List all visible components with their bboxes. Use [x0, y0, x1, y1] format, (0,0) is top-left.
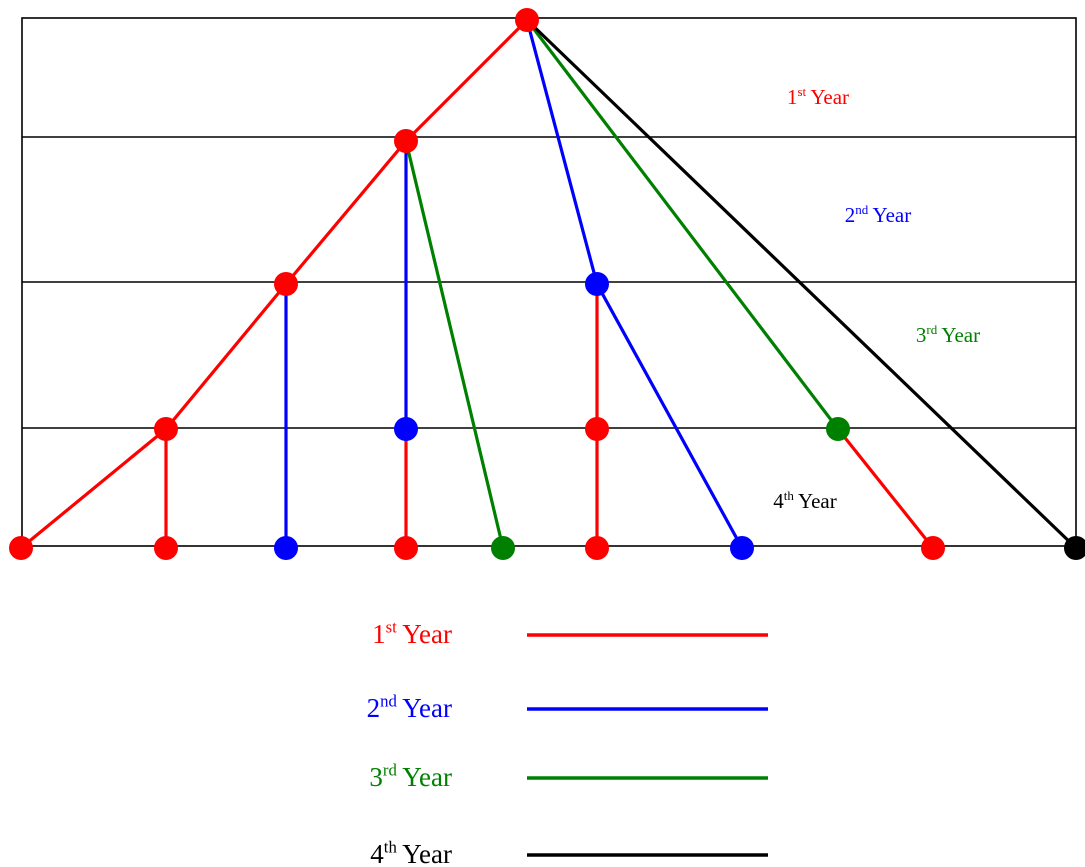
node-l7: [730, 536, 754, 560]
node-l9: [1064, 536, 1085, 560]
legend-label-1: 1st Year: [372, 618, 452, 649]
edge-b-d: [164, 282, 288, 431]
legend-label-4-suffix: th: [384, 838, 398, 857]
legend-label-1-number: 1: [372, 619, 386, 649]
row-label-3-word: Year: [941, 323, 980, 347]
node-l8: [921, 536, 945, 560]
node-l6: [585, 536, 609, 560]
edge-g-l8: [836, 428, 935, 549]
edge-root-c: [525, 19, 599, 285]
node-f: [585, 417, 609, 441]
legend-label-3-number: 3: [369, 762, 383, 792]
row-label-2-word: Year: [873, 203, 912, 227]
node-l3: [274, 536, 298, 560]
node-l4: [394, 536, 418, 560]
edge-root-l9: [525, 18, 1078, 550]
row-label-4-suffix: th: [784, 488, 795, 503]
node-l2: [154, 536, 178, 560]
node-root: [515, 8, 539, 32]
row-label-2-suffix: nd: [855, 202, 869, 217]
node-l5: [491, 536, 515, 560]
node-g: [826, 417, 850, 441]
legend-label-4-word: Year: [402, 839, 452, 867]
row-label-4-number: 4: [773, 489, 784, 513]
row-dividers: [22, 136, 1076, 429]
edge-root-g: [525, 19, 840, 430]
node-a: [394, 129, 418, 153]
node-l1: [9, 536, 33, 560]
node-c: [585, 272, 609, 296]
legend-label-3-word: Year: [402, 762, 452, 792]
legend-label-2-suffix: nd: [380, 692, 397, 711]
edge-root-a: [404, 18, 529, 143]
legend-label-4-number: 4: [370, 839, 384, 867]
edge-d-l1: [19, 427, 168, 550]
row-label-3: 3rd Year: [916, 322, 980, 347]
legend-label-2: 2nd Year: [367, 692, 452, 723]
row-label-4-word: Year: [798, 489, 837, 513]
row-label-3-suffix: rd: [926, 322, 937, 337]
row-label-2-number: 2: [845, 203, 856, 227]
legend-label-2-number: 2: [367, 693, 381, 723]
row-label-3-number: 3: [916, 323, 927, 347]
legend-label-1-word: Year: [402, 619, 452, 649]
edge-a-l5: [404, 140, 505, 549]
legend-label-3-suffix: rd: [383, 761, 398, 780]
node-b: [274, 272, 298, 296]
tree-edges: [19, 18, 1078, 550]
edge-a-b: [284, 139, 408, 286]
row-label-1-word: Year: [810, 85, 849, 109]
row-label-1: 1st Year: [787, 84, 849, 109]
row-label-1-number: 1: [787, 85, 798, 109]
legend-label-2-word: Year: [402, 693, 452, 723]
node-d: [154, 417, 178, 441]
legend-label-1-suffix: st: [386, 618, 398, 637]
row-label-2: 2nd Year: [845, 202, 911, 227]
tree-nodes: [9, 8, 1085, 560]
row-label-4: 4th Year: [773, 488, 837, 513]
legend-label-3: 3rd Year: [369, 761, 452, 792]
legend-label-4: 4th Year: [370, 838, 452, 867]
node-e: [394, 417, 418, 441]
row-label-1-suffix: st: [797, 84, 806, 99]
edge-c-l7: [595, 283, 744, 549]
